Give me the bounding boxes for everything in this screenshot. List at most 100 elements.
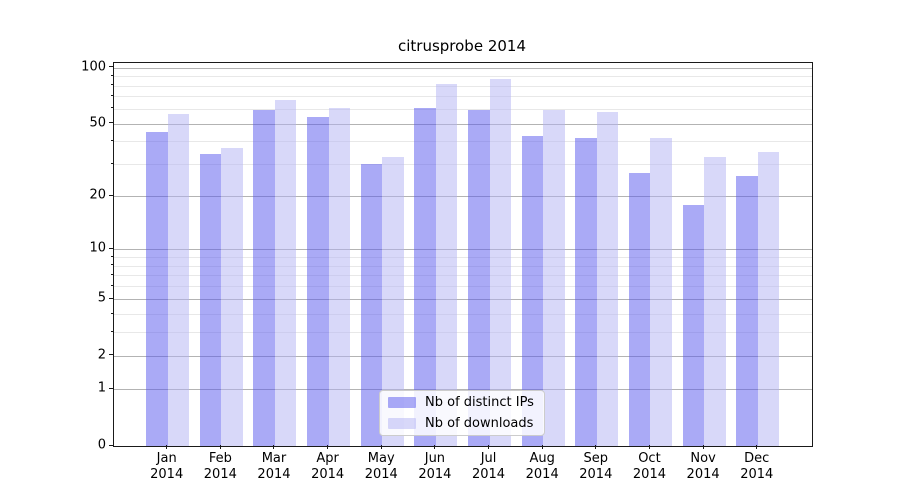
gridline-minor <box>114 96 812 98</box>
x-tick-month: Sep <box>583 451 609 466</box>
x-tick-label: Mar 2014 <box>242 451 306 483</box>
x-tick-year: 2014 <box>525 467 559 482</box>
x-tick-mark <box>541 445 543 449</box>
gridline-minor <box>114 265 812 267</box>
x-tick-label: Apr 2014 <box>296 451 360 483</box>
bar-distinct-ips <box>468 110 490 446</box>
bar-distinct-ips <box>521 135 544 446</box>
x-tick-year: 2014 <box>632 467 666 482</box>
x-tick-month: Mar <box>261 451 287 466</box>
x-tick-year: 2014 <box>311 467 345 482</box>
y-tick-mark <box>109 387 113 389</box>
y-minor-tick-mark <box>110 255 113 257</box>
bar-downloads <box>757 152 780 446</box>
bar-downloads <box>435 83 458 446</box>
bar-downloads <box>704 156 726 446</box>
x-tick-mark <box>648 445 650 449</box>
plot-area: Nb of distinct IPs Nb of downloads <box>113 62 813 447</box>
x-tick-month: Aug <box>529 451 555 466</box>
y-tick-label: 2 <box>97 347 106 363</box>
legend-swatch-downloads <box>388 418 416 429</box>
y-tick-mark <box>109 122 113 124</box>
y-tick-mark <box>109 247 113 249</box>
x-tick-mark <box>380 445 382 449</box>
x-tick-month: May <box>367 451 395 466</box>
gridline-minor <box>114 332 812 334</box>
x-tick-label: Jul 2014 <box>457 451 521 483</box>
y-minor-tick-mark <box>110 107 113 109</box>
y-tick-mark <box>109 66 113 68</box>
x-tick-year: 2014 <box>471 467 506 482</box>
x-tick-month: Dec <box>744 451 770 466</box>
x-tick-label: Aug 2014 <box>510 451 574 483</box>
bar-distinct-ips <box>575 137 597 446</box>
gridline-major <box>114 196 812 198</box>
y-tick-label: 100 <box>81 59 106 75</box>
x-tick-mark <box>166 445 168 449</box>
legend-swatch-distinct-ips <box>388 397 416 408</box>
legend-label: Nb of downloads <box>425 416 534 431</box>
y-minor-tick-mark <box>110 264 113 266</box>
gridline-minor <box>114 275 812 277</box>
legend-label: Nb of distinct IPs <box>425 395 534 410</box>
x-tick-year: 2014 <box>257 467 291 482</box>
legend: Nb of distinct IPs Nb of downloads <box>379 390 545 436</box>
gridline-major <box>114 299 812 301</box>
y-tick-mark <box>109 194 113 196</box>
bar-distinct-ips <box>253 110 275 446</box>
bar-distinct-ips <box>146 132 168 446</box>
gridline-minor <box>114 164 812 166</box>
x-tick-year: 2014 <box>740 467 774 482</box>
x-tick-label: Nov 2014 <box>671 451 735 483</box>
bar-downloads <box>489 78 512 446</box>
gridline-minor <box>114 85 812 87</box>
x-tick-mark <box>702 445 704 449</box>
bar-distinct-ips <box>736 175 758 446</box>
gridline-minor <box>114 286 812 288</box>
legend-item-distinct-ips: Nb of distinct IPs <box>388 395 544 410</box>
gridline-minor <box>114 76 812 78</box>
x-tick-month: Jul <box>480 451 497 466</box>
bar-downloads <box>596 111 619 446</box>
y-tick-mark <box>109 354 113 356</box>
x-tick-mark <box>756 445 758 449</box>
gridline-major <box>114 67 812 69</box>
bar-downloads <box>382 156 404 446</box>
y-tick-label: 1 <box>97 380 106 396</box>
y-tick-label: 0 <box>97 437 106 453</box>
bar-downloads <box>167 114 190 446</box>
y-tick-label: 20 <box>89 187 106 203</box>
y-minor-tick-mark <box>110 94 113 96</box>
y-tick-label: 50 <box>89 115 106 131</box>
y-minor-tick-mark <box>110 273 113 275</box>
x-tick-year: 2014 <box>686 467 720 482</box>
gridline-major <box>114 123 812 125</box>
x-tick-label: Sep 2014 <box>564 451 628 483</box>
gridline-minor <box>114 257 812 259</box>
x-tick-year: 2014 <box>150 467 184 482</box>
x-tick-year: 2014 <box>364 467 398 482</box>
x-tick-label: Jun 2014 <box>403 451 467 483</box>
y-minor-tick-mark <box>110 74 113 76</box>
legend-item-downloads: Nb of downloads <box>388 416 544 431</box>
bar-distinct-ips <box>414 107 436 446</box>
x-tick-year: 2014 <box>579 467 613 482</box>
x-tick-mark <box>595 445 597 449</box>
x-tick-mark <box>273 445 275 449</box>
x-tick-mark <box>488 445 490 449</box>
gridline-minor <box>114 108 812 110</box>
x-tick-label: Oct 2014 <box>617 451 681 483</box>
bar-distinct-ips <box>682 204 705 446</box>
x-tick-month: Jun <box>424 451 446 466</box>
bar-downloads <box>221 147 243 446</box>
y-tick-label: 10 <box>89 240 106 256</box>
x-tick-label: Dec 2014 <box>725 451 789 483</box>
bar-downloads <box>650 137 672 446</box>
y-minor-tick-mark <box>110 162 113 164</box>
x-tick-mark <box>327 445 329 449</box>
chart-title: citrusprobe 2014 <box>397 37 526 55</box>
x-tick-month: Apr <box>316 451 339 466</box>
bar-downloads <box>543 110 565 446</box>
x-tick-year: 2014 <box>203 467 237 482</box>
